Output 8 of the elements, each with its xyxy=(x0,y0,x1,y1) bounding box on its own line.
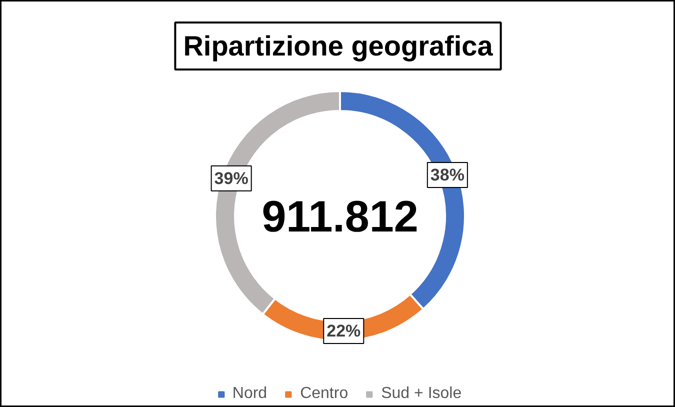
legend-label: Sud + Isole xyxy=(381,385,462,403)
legend-label: Centro xyxy=(300,385,348,403)
text: 911.812 xyxy=(262,192,418,242)
legend-label: Nord xyxy=(232,385,268,403)
data-label: 38% xyxy=(430,165,464,184)
data-label: 39% xyxy=(214,168,248,188)
data-label: 22% xyxy=(326,321,361,340)
chart-title: Ripartizione geografica xyxy=(183,30,494,62)
